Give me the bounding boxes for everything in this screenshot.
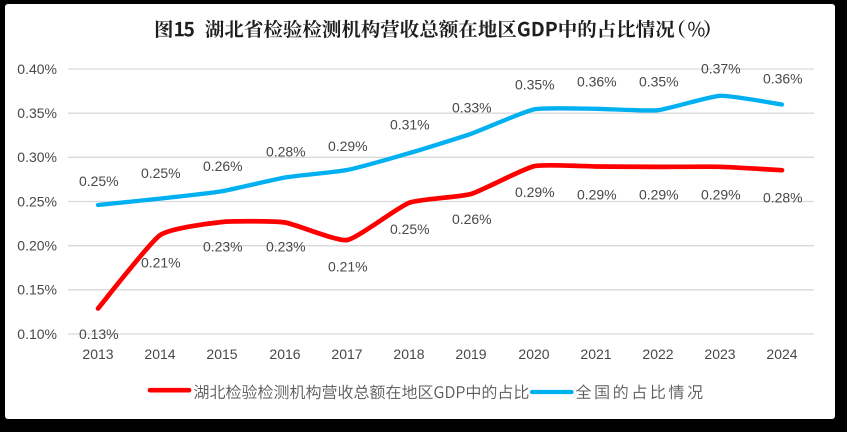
svg-text:0.25%: 0.25% [141, 165, 181, 181]
svg-text:0.21%: 0.21% [141, 255, 181, 271]
svg-text:0.26%: 0.26% [203, 158, 243, 174]
svg-text:0.25%: 0.25% [17, 193, 57, 209]
svg-text:2018: 2018 [393, 346, 424, 362]
svg-text:0.36%: 0.36% [763, 71, 803, 87]
svg-text:0.31%: 0.31% [390, 117, 430, 133]
svg-text:0.33%: 0.33% [452, 100, 492, 116]
svg-text:0.15%: 0.15% [17, 282, 57, 298]
svg-text:0.29%: 0.29% [639, 187, 679, 203]
svg-text:2020: 2020 [518, 346, 549, 362]
svg-text:2014: 2014 [144, 346, 175, 362]
svg-text:0.35%: 0.35% [515, 77, 555, 93]
svg-text:0.10%: 0.10% [17, 326, 57, 342]
svg-text:0.25%: 0.25% [390, 221, 430, 237]
svg-text:0.28%: 0.28% [763, 190, 803, 206]
svg-text:0.35%: 0.35% [17, 105, 57, 121]
svg-text:0.20%: 0.20% [17, 238, 57, 254]
svg-text:0.29%: 0.29% [577, 187, 617, 203]
svg-text:0.40%: 0.40% [17, 61, 57, 77]
svg-text:0.37%: 0.37% [701, 61, 741, 77]
svg-text:2016: 2016 [269, 346, 300, 362]
svg-text:2013: 2013 [82, 346, 113, 362]
svg-text:0.29%: 0.29% [515, 184, 555, 200]
svg-text:0.13%: 0.13% [79, 326, 119, 342]
svg-text:0.29%: 0.29% [701, 187, 741, 203]
svg-text:0.35%: 0.35% [639, 74, 679, 90]
svg-text:0.23%: 0.23% [203, 239, 243, 255]
svg-text:2023: 2023 [704, 346, 735, 362]
svg-text:0.26%: 0.26% [452, 211, 492, 227]
svg-text:0.30%: 0.30% [17, 149, 57, 165]
svg-text:0.23%: 0.23% [266, 239, 306, 255]
svg-text:2024: 2024 [766, 346, 797, 362]
svg-text:0.21%: 0.21% [328, 259, 368, 275]
svg-text:0.28%: 0.28% [266, 144, 306, 160]
svg-text:2022: 2022 [642, 346, 673, 362]
svg-text:2015: 2015 [206, 346, 237, 362]
svg-text:0.25%: 0.25% [79, 173, 119, 189]
svg-text:0.29%: 0.29% [328, 138, 368, 154]
svg-text:0.36%: 0.36% [577, 74, 617, 90]
svg-text:2021: 2021 [580, 346, 611, 362]
svg-text:2017: 2017 [331, 346, 362, 362]
svg-text:2019: 2019 [455, 346, 486, 362]
